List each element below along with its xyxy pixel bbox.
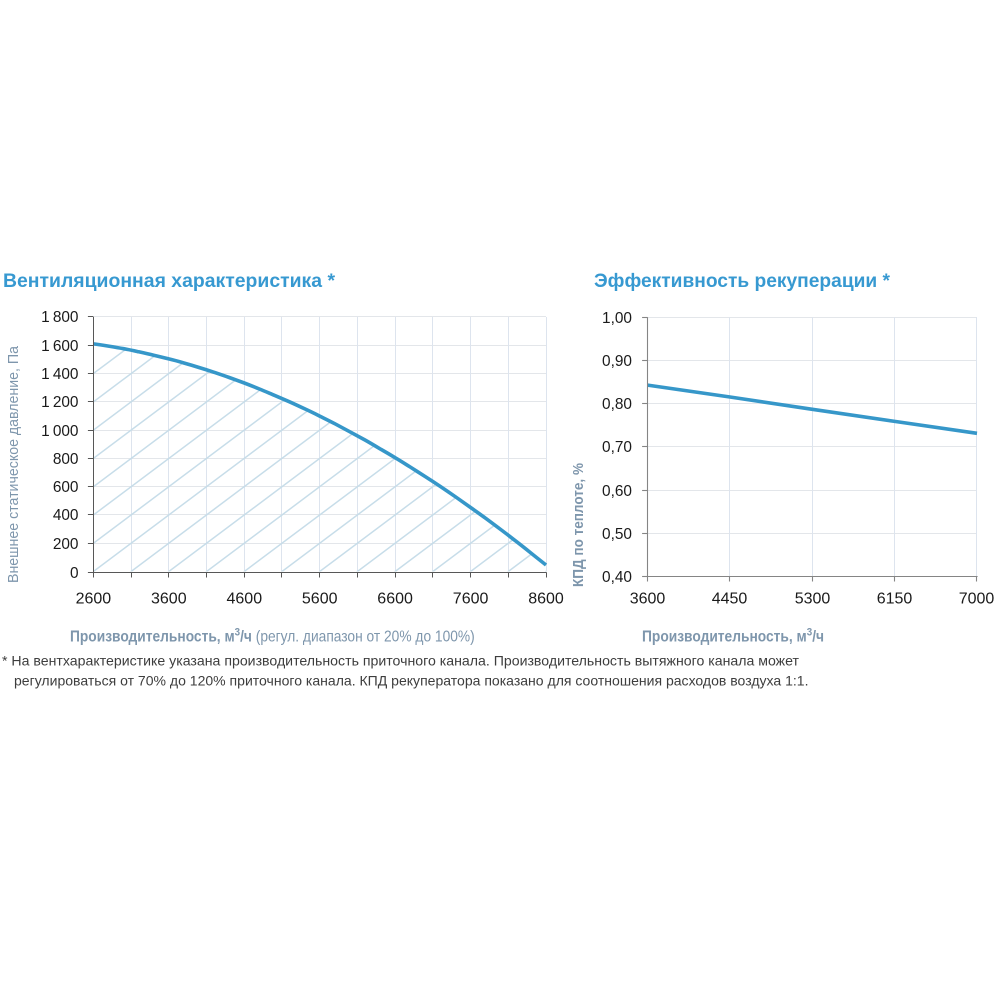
svg-text:6600: 6600 — [377, 591, 413, 608]
svg-text:5600: 5600 — [302, 591, 338, 608]
svg-text:5300: 5300 — [795, 591, 831, 608]
svg-text:Производительность, м3/ч (регу: Производительность, м3/ч (регул. диапазо… — [70, 627, 475, 646]
svg-text:800: 800 — [53, 451, 79, 468]
svg-text:Вентиляционная характеристика: Вентиляционная характеристика * — [3, 270, 335, 292]
svg-text:1 200: 1 200 — [41, 394, 78, 411]
svg-text:* На вентхарактеристике указан: * На вентхарактеристике указана производ… — [2, 653, 800, 668]
svg-text:4600: 4600 — [227, 591, 263, 608]
svg-text:регулироваться от 70% до 120%: регулироваться от 70% до 120% приточного… — [14, 673, 809, 688]
svg-text:1 600: 1 600 — [41, 338, 78, 355]
svg-text:0: 0 — [70, 565, 79, 582]
svg-text:1 400: 1 400 — [41, 366, 78, 383]
svg-text:0,80: 0,80 — [602, 396, 632, 413]
svg-text:2600: 2600 — [76, 591, 112, 608]
svg-text:7600: 7600 — [453, 591, 489, 608]
svg-text:Производительность, м3/ч: Производительность, м3/ч — [642, 627, 824, 646]
svg-text:Внешнее статическое давление,: Внешнее статическое давление, Па — [5, 345, 22, 583]
svg-text:1 800: 1 800 — [41, 309, 78, 326]
svg-text:3600: 3600 — [630, 591, 666, 608]
svg-text:КПД по теплоте, %: КПД по теплоте, % — [570, 463, 587, 587]
svg-text:400: 400 — [53, 507, 79, 524]
svg-text:1 000: 1 000 — [41, 423, 78, 440]
svg-text:0,90: 0,90 — [602, 353, 632, 370]
svg-text:1,00: 1,00 — [602, 310, 632, 327]
svg-text:7000: 7000 — [959, 591, 995, 608]
svg-text:Эффективность рекуперации *: Эффективность рекуперации * — [594, 270, 890, 292]
svg-text:0,60: 0,60 — [602, 483, 632, 500]
svg-text:4450: 4450 — [712, 591, 748, 608]
svg-text:3600: 3600 — [151, 591, 187, 608]
svg-text:200: 200 — [53, 536, 79, 553]
svg-text:6150: 6150 — [877, 591, 913, 608]
svg-text:0,40: 0,40 — [602, 569, 632, 586]
svg-text:8600: 8600 — [528, 591, 564, 608]
svg-text:0,50: 0,50 — [602, 526, 632, 543]
svg-text:0,70: 0,70 — [602, 439, 632, 456]
svg-text:600: 600 — [53, 479, 79, 496]
